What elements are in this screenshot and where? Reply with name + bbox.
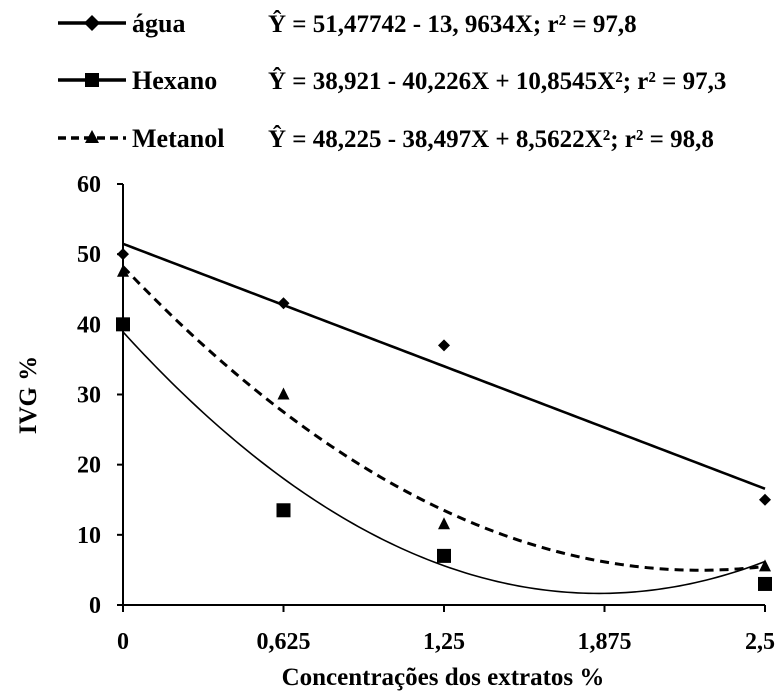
y-tick-label: 50 (77, 242, 101, 268)
legend-label-metanol: Metanol (132, 124, 224, 153)
x-axis-title: Concentrações dos extratos % (282, 664, 605, 691)
y-axis-title: IVG % (15, 356, 42, 434)
data-point-agua (117, 248, 129, 261)
data-point-metanol (117, 264, 129, 277)
legend-marker-agua (84, 15, 100, 31)
x-axis-ticks: 0 0,625 1,25 1,875 2,5 (117, 605, 775, 655)
legend-marker-hexano (85, 73, 99, 87)
legend-entry-hexano: Hexano Ŷ = 38,921 - 40,226X + 10,8545X²;… (58, 66, 726, 95)
data-point-agua (438, 339, 450, 352)
y-tick-label: 30 (77, 383, 101, 409)
legend: água Ŷ = 51,47742 - 13, 9634X; r² = 97,8… (58, 9, 726, 153)
legend-label-hexano: Hexano (132, 66, 217, 95)
legend-equation-metanol: Ŷ = 48,225 - 38,497X + 8,5622X²; r² = 98… (268, 125, 714, 153)
y-tick-label: 20 (77, 453, 101, 479)
data-point-hexano (758, 576, 772, 591)
x-tick-label: 2,5 (745, 629, 775, 655)
x-tick-label: 1,25 (423, 629, 465, 655)
y-axis-ticks: 0 10 20 30 40 50 60 (77, 172, 123, 619)
fit-curve-agua (122, 242, 766, 490)
fit-curve-hexano (122, 331, 766, 595)
data-point-metanol (277, 387, 290, 400)
data-point-metanol (759, 559, 771, 572)
data-point-hexano (276, 503, 291, 518)
x-tick-label: 0,625 (257, 629, 311, 655)
x-tick-label: 1,875 (578, 629, 632, 655)
data-point-agua (277, 297, 290, 310)
legend-equation-hexano: Ŷ = 38,921 - 40,226X + 10,8545X²; r² = 9… (268, 67, 726, 95)
x-tick-label: 0 (117, 629, 129, 655)
fit-curves (121, 242, 766, 595)
data-point-agua (759, 493, 771, 506)
legend-label-agua: água (132, 9, 185, 38)
data-point-hexano (437, 548, 451, 563)
legend-equation-agua: Ŷ = 51,47742 - 13, 9634X; r² = 97,8 (268, 10, 637, 38)
data-point-metanol (438, 517, 450, 530)
legend-entry-agua: água Ŷ = 51,47742 - 13, 9634X; r² = 97,8 (58, 9, 637, 38)
fit-curve-metanol (121, 265, 766, 572)
y-tick-label: 10 (77, 523, 101, 549)
y-tick-label: 60 (77, 172, 101, 198)
legend-marker-metanol (85, 130, 99, 143)
data-markers (116, 248, 772, 591)
legend-entry-metanol: Metanol Ŷ = 48,225 - 38,497X + 8,5622X²;… (58, 124, 714, 153)
y-tick-label: 40 (77, 312, 101, 338)
y-tick-label: 0 (89, 593, 101, 619)
data-point-hexano (116, 317, 130, 332)
